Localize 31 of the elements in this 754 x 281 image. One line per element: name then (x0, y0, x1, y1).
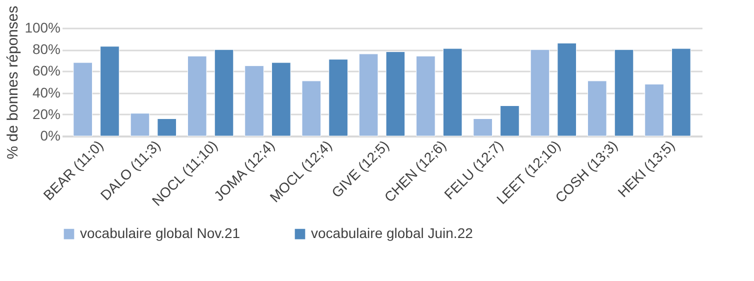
y-tick-label: 20% (32, 106, 60, 122)
y-axis-title: % de bonnes réponses (4, 6, 22, 160)
bar (557, 42, 577, 136)
y-tick-label: 60% (32, 62, 60, 79)
bar (442, 48, 462, 136)
bar (130, 113, 150, 136)
bar (644, 84, 664, 136)
bar (272, 62, 291, 136)
bar (386, 52, 406, 136)
bar (100, 46, 120, 136)
bar (302, 80, 322, 136)
bar (328, 59, 348, 136)
y-tick-label: 80% (32, 41, 60, 58)
legend-label: vocabulaire global Nov.21 (80, 225, 240, 242)
bar (672, 48, 691, 136)
y-tick-label: 100% (24, 20, 60, 36)
y-tick-label: 40% (32, 84, 60, 100)
bar (244, 66, 264, 136)
bar (587, 80, 607, 136)
bar (187, 56, 207, 136)
bar (530, 49, 550, 136)
legend-label: vocabulaire global Juin.22 (311, 225, 474, 242)
bar (73, 62, 92, 136)
bar (157, 118, 177, 136)
bar (473, 118, 492, 136)
bar (614, 49, 634, 136)
bar (358, 54, 378, 136)
y-tick-label: 0% (40, 128, 60, 144)
bar (500, 106, 520, 136)
bar (214, 49, 234, 136)
bar (416, 56, 436, 136)
